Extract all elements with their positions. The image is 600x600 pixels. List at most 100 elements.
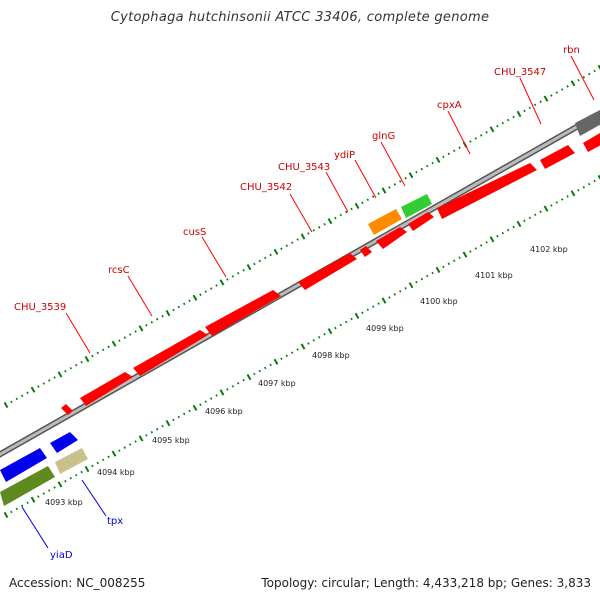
scale-tick xyxy=(399,290,402,293)
scale-tick xyxy=(10,510,13,514)
scale-tick xyxy=(501,121,504,125)
gene-arrow[interactable] xyxy=(583,130,600,152)
scale-tick xyxy=(161,424,164,428)
scale-tick xyxy=(96,351,99,355)
scale-tick xyxy=(388,186,391,189)
scale-tick xyxy=(231,385,234,388)
scale-tick xyxy=(145,434,148,437)
scale-tick xyxy=(597,64,600,71)
scale-tick xyxy=(372,195,375,198)
scale-tick xyxy=(75,363,78,367)
scale-tick xyxy=(350,207,353,211)
scale-tick xyxy=(334,326,337,330)
gene-arrow[interactable] xyxy=(133,330,208,376)
scale-tick xyxy=(30,496,36,503)
scale-tick xyxy=(318,226,321,229)
scale-tick xyxy=(177,415,180,419)
gene-arrow[interactable] xyxy=(360,246,372,257)
scale-tick xyxy=(296,348,299,351)
gene-label: CHU_3543 xyxy=(278,162,330,173)
scale-tick xyxy=(582,185,585,189)
scale-tick xyxy=(111,450,117,457)
scale-tick xyxy=(48,379,51,382)
scale-tick xyxy=(264,366,267,370)
scale-tick xyxy=(188,299,191,303)
scale-tick xyxy=(80,470,83,474)
scale-tick xyxy=(496,234,499,238)
scale-tick xyxy=(404,177,407,180)
gene-arrow-blue[interactable] xyxy=(0,448,47,482)
gene-label: glnG xyxy=(372,131,395,142)
scale-tick xyxy=(345,210,348,214)
gene-arrow-orange[interactable] xyxy=(368,209,402,235)
scale-tick xyxy=(453,259,456,262)
gene-arrow-khaki[interactable] xyxy=(55,448,88,474)
scale-tick xyxy=(474,137,477,140)
scale-tick xyxy=(237,271,240,275)
scale-tick xyxy=(408,282,414,289)
gene-arrow[interactable] xyxy=(80,372,133,406)
gene-arrow-green[interactable] xyxy=(401,194,432,218)
scale-tick xyxy=(75,473,78,477)
scale-tick xyxy=(219,279,225,286)
scale-tick xyxy=(543,95,549,102)
scale-tick xyxy=(555,91,558,94)
scale-tick xyxy=(64,480,67,483)
inner-tick-track xyxy=(3,174,600,519)
scale-tick xyxy=(156,317,159,321)
gene-arrow[interactable] xyxy=(437,163,537,219)
scale-label: 4098 kbp xyxy=(312,351,350,360)
scale-tick xyxy=(253,372,256,376)
scale-tick xyxy=(269,253,272,257)
scale-tick xyxy=(156,427,159,431)
scale-tick xyxy=(253,262,256,266)
scale-tick xyxy=(10,400,13,404)
scale-tick xyxy=(327,218,333,225)
scale-tick xyxy=(480,134,483,137)
genome-title: Cytophaga hutchinsonii ATCC 33406, compl… xyxy=(110,10,490,25)
gene-arrow[interactable] xyxy=(298,253,357,290)
scale-tick xyxy=(118,449,121,452)
gene-label: CHU_3539 xyxy=(14,302,66,313)
scale-tick xyxy=(264,256,267,260)
scale-tick xyxy=(102,458,105,462)
gene-arrow-blue[interactable] xyxy=(50,432,78,453)
scale-tick xyxy=(91,354,94,358)
scale-tick xyxy=(593,179,596,183)
scale-tick xyxy=(462,251,468,258)
scale-tick xyxy=(528,106,531,110)
gene-arrow[interactable] xyxy=(205,290,281,336)
reverse-genes xyxy=(0,432,88,506)
scale-tick xyxy=(512,225,515,229)
scale-tick xyxy=(489,236,495,243)
scale-tick xyxy=(588,72,591,76)
gene-arrow[interactable] xyxy=(376,227,407,249)
gene-arrow-gray[interactable] xyxy=(575,110,600,136)
gene-label: cpxA xyxy=(437,100,462,111)
scale-tick xyxy=(334,216,337,220)
scale-tick xyxy=(307,232,310,235)
gene-arrow[interactable] xyxy=(408,212,434,231)
scale-tick xyxy=(107,345,110,349)
scale-tick xyxy=(42,492,45,495)
scale-tick xyxy=(91,464,94,468)
gene-arrow[interactable] xyxy=(540,145,575,169)
scale-label: 4100 kbp xyxy=(420,297,458,306)
scale-tick xyxy=(96,461,99,465)
scale-tick xyxy=(516,110,522,118)
scale-tick xyxy=(366,198,369,202)
scale-tick xyxy=(21,504,24,508)
scale-tick xyxy=(474,247,477,250)
scale-tick xyxy=(123,446,126,449)
scale-tick xyxy=(501,231,504,235)
scale-tick xyxy=(528,216,531,220)
scale-tick xyxy=(426,164,429,168)
scale-tick xyxy=(150,431,153,434)
scale-tick xyxy=(215,394,218,397)
gene-arrow-olive[interactable] xyxy=(0,466,55,506)
scale-tick xyxy=(507,118,510,122)
scale-tick xyxy=(442,155,445,159)
scale-tick xyxy=(3,511,9,519)
gene-arrow[interactable] xyxy=(61,404,73,415)
